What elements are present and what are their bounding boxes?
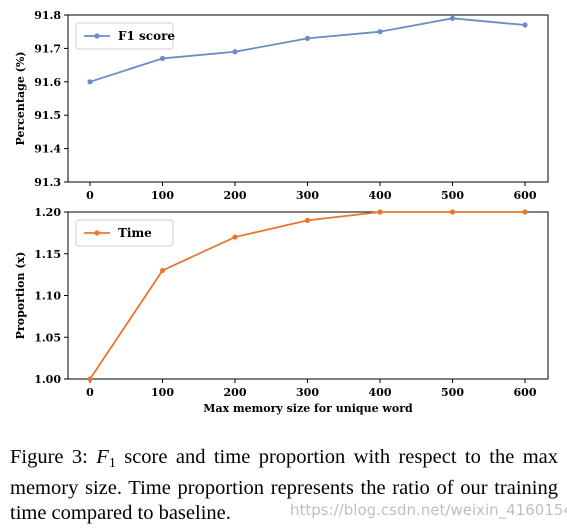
caption-subscript: 1	[108, 456, 116, 471]
y-tick-label: 91.6	[34, 76, 61, 89]
caption-text: score and time proportion with respect t…	[10, 446, 559, 524]
caption-symbol: F	[96, 446, 109, 468]
data-point	[449, 209, 456, 215]
x-tick-label: 300	[296, 386, 319, 399]
x-axis-label: Max memory size for unique word	[203, 402, 413, 415]
x-tick-label: 600	[514, 189, 537, 202]
legend-label: F1 score	[118, 29, 175, 43]
y-tick-label: 91.3	[34, 176, 61, 189]
caption-prefix: Figure 3:	[10, 446, 97, 468]
y-tick-label: 91.4	[34, 143, 61, 156]
figure-caption: Figure 3: F1 score and time proportion w…	[10, 445, 558, 526]
y-tick-label: 1.20	[34, 206, 61, 219]
x-tick-label: 600	[514, 386, 537, 399]
x-tick-label: 400	[369, 189, 392, 202]
x-tick-label: 200	[224, 386, 247, 399]
x-tick-label: 300	[296, 189, 319, 202]
legend: F1 score	[75, 22, 175, 50]
y-tick-label: 91.8	[34, 9, 61, 22]
legend-marker	[94, 230, 100, 236]
x-tick-label: 400	[369, 386, 392, 399]
data-point	[87, 376, 93, 382]
data-point	[159, 267, 166, 274]
legend-label: Time	[118, 226, 152, 240]
data-point	[522, 22, 528, 28]
data-point	[377, 209, 383, 215]
x-tick-label: 500	[441, 386, 464, 399]
y-tick-label: 1.05	[34, 331, 61, 344]
figure: 91.3 91.4 91.5 91.6 91.7 91.8 0 100 200 300 400 500…	[14, 9, 549, 415]
x-tick-label: 0	[86, 189, 94, 202]
data-point	[232, 234, 238, 240]
chart-top: 91.3 91.4 91.5 91.6 91.7 91.8 0 100 200 300 400 500…	[14, 9, 549, 202]
x-tick-label: 100	[151, 189, 174, 202]
data-point	[304, 35, 311, 41]
x-tick-label: 500	[441, 189, 464, 202]
y-tick-label: 1.15	[34, 248, 61, 261]
watermark: https://blog.csdn.net/weixin_41601540	[290, 501, 567, 519]
y-tick-label: 91.7	[34, 42, 61, 55]
data-point	[87, 79, 93, 85]
data-point	[304, 217, 311, 223]
legend: Time	[75, 219, 174, 247]
chart-bottom: 1.00 1.05 1.10 1.15 1.20 0 100 200 300 400 500 600 P…	[14, 206, 549, 415]
legend-box	[75, 219, 174, 247]
y-axis-label: Percentage (%)	[14, 51, 27, 145]
y-tick-label: 1.00	[34, 373, 61, 386]
x-tick-label: 100	[151, 386, 174, 399]
data-point	[449, 15, 456, 21]
y-tick-label: 91.5	[34, 109, 61, 122]
data-point	[377, 29, 383, 35]
data-point	[232, 49, 238, 55]
x-tick-label: 0	[86, 386, 94, 399]
data-point	[522, 209, 528, 215]
y-axis-label: Proportion (x)	[14, 252, 27, 340]
legend-box	[75, 22, 174, 50]
data-point	[159, 55, 166, 62]
legend-marker	[94, 33, 100, 39]
x-tick-label: 200	[224, 189, 247, 202]
y-tick-label: 1.10	[34, 290, 61, 303]
